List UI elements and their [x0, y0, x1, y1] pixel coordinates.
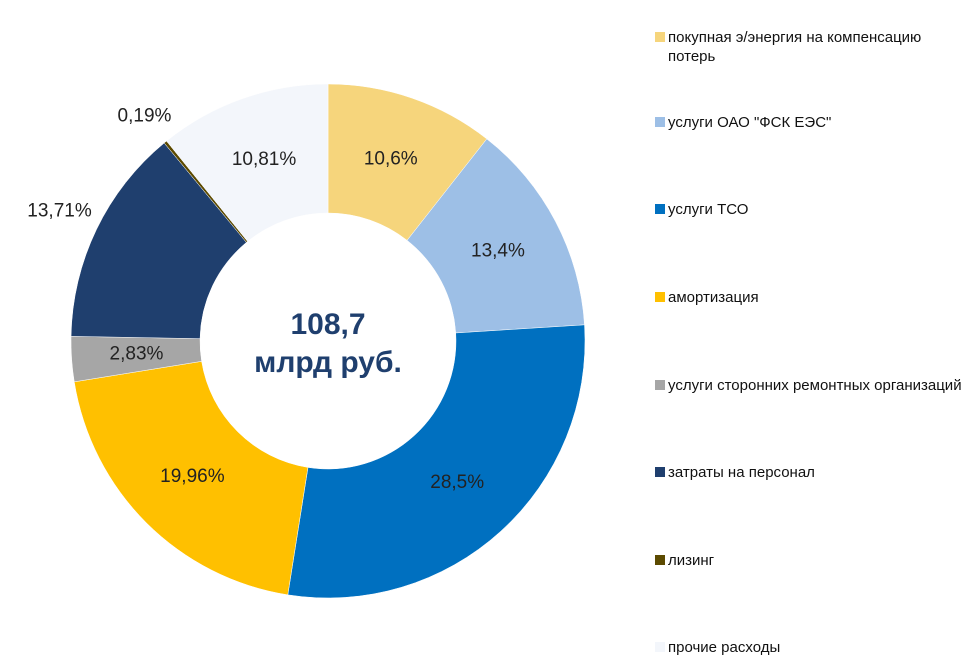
legend-swatch [655, 32, 665, 42]
legend-label: услуги ОАО "ФСК ЕЭС" [668, 114, 832, 131]
legend-swatch [655, 380, 665, 390]
legend-item: услуги ОАО "ФСК ЕЭС" [655, 113, 965, 132]
legend-item: прочие расходы [655, 638, 965, 656]
legend-label: прочие расходы [668, 639, 781, 656]
value-label: 10,6% [364, 149, 418, 170]
legend-swatch [655, 117, 665, 127]
legend-item: затраты на персонал [655, 463, 965, 482]
slice [73, 361, 309, 596]
legend-swatch [655, 292, 665, 302]
slice [166, 83, 329, 242]
legend-item: покупная э/энергия на компенсацию потерь [655, 28, 965, 66]
value-label: 2,83% [110, 344, 164, 365]
legend-label: амортизация [668, 289, 759, 306]
value-label: 28,5% [430, 472, 484, 493]
legend-label: лизинг [668, 552, 715, 569]
legend-item: услуги ТСО [655, 200, 965, 219]
legend-swatch [655, 642, 665, 652]
center-unit: млрд руб. [254, 346, 402, 379]
value-label: 13,71% [27, 201, 92, 222]
value-label: 19,96% [160, 466, 225, 487]
legend-label: услуги ТСО [668, 201, 749, 218]
legend-swatch [655, 204, 665, 214]
slice [287, 324, 586, 599]
center-value: 108,7 [290, 308, 365, 341]
legend-label: покупная э/энергия на компенсацию потерь [668, 29, 922, 65]
legend-label: затраты на персонал [668, 464, 815, 481]
legend-label: услуги сторонних ремонтных организаций [668, 377, 962, 394]
legend-swatch [655, 555, 665, 565]
legend-item: амортизация [655, 288, 965, 307]
legend-swatch [655, 467, 665, 477]
slices [70, 83, 586, 599]
legend-item: лизинг [655, 551, 965, 570]
slice [406, 138, 585, 334]
legend-item: услуги сторонних ремонтных организаций [655, 376, 965, 395]
value-label: 0,19% [118, 105, 172, 126]
value-label: 13,4% [471, 241, 525, 262]
value-label: 10,81% [232, 149, 297, 170]
slice [70, 142, 247, 339]
